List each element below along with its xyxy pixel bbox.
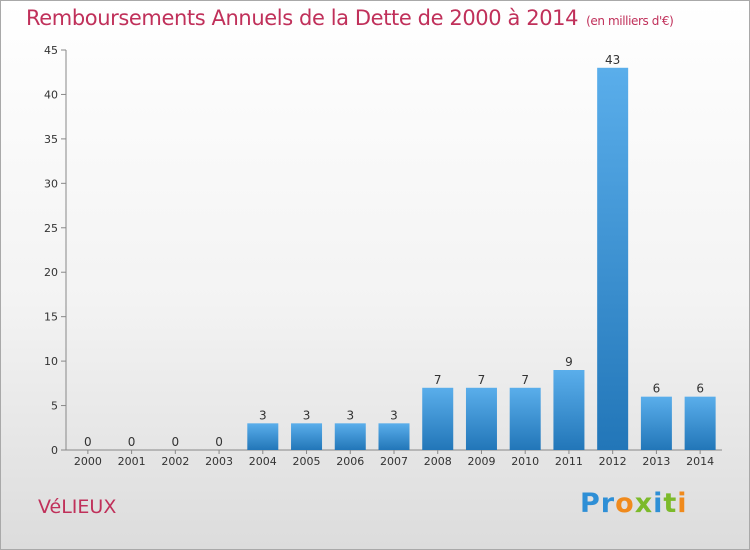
- x-tick-label: 2006: [336, 455, 364, 468]
- logo-letter: i: [677, 488, 688, 519]
- y-tick-label: 0: [51, 444, 58, 457]
- bar: [509, 387, 541, 450]
- logo-letter: i: [653, 488, 664, 519]
- commune-name: VéLIEUX: [38, 496, 117, 518]
- y-tick-label: 15: [44, 311, 58, 324]
- y-tick-label: 20: [44, 266, 58, 279]
- x-tick-label: 2011: [555, 455, 583, 468]
- data-label: 0: [128, 435, 136, 449]
- data-label: 3: [346, 408, 354, 422]
- chart-title: Remboursements Annuels de la Dette de 20…: [26, 6, 674, 30]
- bar: [597, 67, 629, 451]
- y-tick-label: 35: [44, 133, 58, 146]
- x-tick-label: 2014: [686, 455, 714, 468]
- x-tick-label: 2007: [380, 455, 408, 468]
- data-label: 6: [696, 382, 704, 396]
- x-tick-label: 2004: [249, 455, 277, 468]
- bar: [291, 423, 323, 450]
- data-label: 3: [390, 408, 398, 422]
- data-label: 0: [84, 435, 92, 449]
- y-tick-label: 25: [44, 222, 58, 235]
- chart-title-text: Remboursements Annuels de la Dette de 20…: [26, 6, 579, 30]
- y-tick-label: 5: [51, 400, 58, 413]
- data-label: 7: [478, 373, 486, 387]
- bar: [684, 396, 716, 450]
- y-tick-label: 40: [44, 88, 58, 101]
- x-tick-label: 2005: [293, 455, 321, 468]
- data-label: 7: [434, 373, 442, 387]
- logo-letter: P: [580, 488, 601, 519]
- data-label: 0: [172, 435, 180, 449]
- logo-letter: x: [634, 488, 654, 519]
- x-tick-label: 2012: [599, 455, 627, 468]
- chart-bars: [247, 67, 716, 451]
- logo-letter: r: [600, 488, 616, 519]
- logo-letter: o: [615, 488, 635, 519]
- x-tick-label: 2003: [205, 455, 233, 468]
- bar: [378, 423, 410, 450]
- y-tick-label: 45: [44, 44, 58, 57]
- x-tick-label: 2013: [642, 455, 670, 468]
- x-tick-label: 2009: [467, 455, 495, 468]
- bar: [247, 423, 279, 450]
- data-label: 6: [653, 382, 661, 396]
- bar: [465, 387, 497, 450]
- x-tick-label: 2010: [511, 455, 539, 468]
- bar: [334, 423, 366, 450]
- y-tick-label: 10: [44, 355, 58, 368]
- data-label: 0: [215, 435, 223, 449]
- proxiti-logo[interactable]: Proxiti: [580, 488, 688, 519]
- y-tick-label: 30: [44, 177, 58, 190]
- logo-letter: t: [663, 488, 678, 519]
- chart-subtitle: (en milliers d'€): [586, 14, 674, 28]
- bar: [553, 370, 585, 450]
- data-label: 9: [565, 355, 573, 369]
- chart-labels: 2000 0 2001 0 2002 0 2003 0 2004 3 2005 3 2006 3 2007 3…: [74, 53, 714, 468]
- data-label: 43: [605, 53, 620, 67]
- data-label: 3: [303, 408, 311, 422]
- bar: [422, 387, 454, 450]
- data-label: 3: [259, 408, 267, 422]
- bar: [640, 396, 672, 450]
- x-tick-label: 2001: [118, 455, 146, 468]
- data-label: 7: [521, 373, 529, 387]
- x-tick-label: 2008: [424, 455, 452, 468]
- x-tick-label: 2000: [74, 455, 102, 468]
- x-tick-label: 2002: [161, 455, 189, 468]
